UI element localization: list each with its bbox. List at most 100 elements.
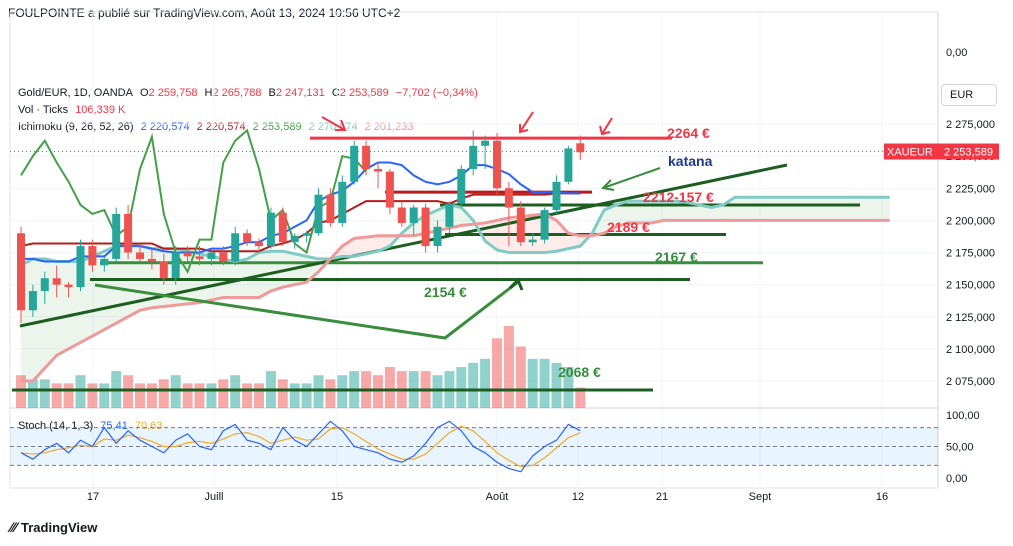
volume-bar (373, 375, 383, 408)
candle-body (195, 256, 204, 259)
chikou-span (20, 128, 367, 275)
candle-body (243, 233, 252, 243)
cloud-segment (68, 261, 81, 349)
tradingview-footer[interactable]: ⁄⁄⁄ TradingView (10, 519, 97, 535)
volume-bars (16, 326, 586, 408)
candle-body (219, 252, 228, 262)
cloud-segment (389, 233, 402, 247)
volume-bar (313, 375, 324, 408)
cloud-segment (854, 197, 866, 221)
cloud-segment (675, 201, 688, 221)
candle-body (576, 143, 585, 153)
candle-body (302, 233, 311, 236)
stoch-tick-label: 50,00 (946, 442, 974, 454)
cloud-segment (366, 235, 378, 254)
time-axis: 17 Juill 15 Août 12 21 Sept 16 (87, 491, 888, 503)
cloud-segment (592, 210, 605, 236)
candle-body (457, 168, 466, 204)
volume-bar (242, 383, 253, 408)
plot-border (9, 11, 939, 489)
label-2189: 2189 € (607, 219, 650, 235)
currency-selector[interactable]: EUR (941, 84, 997, 106)
ichimoku-cloud (21, 197, 890, 381)
volume-bar (289, 383, 300, 408)
candle-body (374, 168, 382, 172)
volume-bar (337, 375, 348, 408)
ichimoku-spana-value: 2 270,574 (308, 121, 358, 133)
candle-body (159, 261, 168, 279)
volume-bar (444, 371, 455, 408)
candle-body (147, 258, 156, 262)
high-value: 2 265,788 (212, 87, 262, 99)
volume-bar (135, 383, 145, 408)
cloud-segment (354, 237, 367, 257)
cloud-segment (175, 248, 188, 306)
time-tick-label: Juill (205, 491, 224, 503)
cloud-segment (782, 197, 795, 221)
cloud-segment (330, 246, 343, 259)
cloud-segment (830, 197, 843, 221)
cloud-segment (604, 204, 616, 234)
candles (17, 130, 585, 324)
cloud-segment (56, 261, 69, 356)
cloud-segment (80, 256, 93, 343)
cloud-segment (497, 217, 509, 253)
candle-body (481, 140, 490, 146)
cloud-segment (44, 258, 57, 369)
cloud-segment (865, 197, 878, 221)
stoch-d-value: 70,63 (134, 420, 163, 432)
candle-body (290, 235, 299, 243)
volume-bar (527, 358, 538, 408)
cloud-segment (401, 222, 414, 236)
cloud-segment (413, 215, 426, 236)
red-arrow-3 (599, 117, 613, 136)
candle-body (421, 207, 430, 247)
candle-body (28, 291, 37, 311)
close-label: C (331, 87, 340, 99)
cloud-segment (32, 258, 45, 381)
price-tick-label: 2 100,000 (946, 344, 995, 356)
cloud-segment (187, 251, 200, 304)
candle-body (266, 212, 275, 247)
stoch-k-value: 75,41 (100, 420, 128, 432)
symbol-legend: Gold/EUR, 1D, OANDA O2 259,758 H2 265,78… (18, 87, 482, 99)
publish-header: FOULPOINTE a publié sur TradingView.com,… (8, 6, 401, 20)
cloud-segment (616, 201, 628, 227)
cloud-segment (485, 220, 497, 250)
time-tick-label: 16 (876, 491, 888, 503)
candle-body (52, 278, 61, 285)
tenkan-sen (21, 161, 581, 263)
price-tick-label: 2 275,000 (946, 119, 995, 131)
label-2068: 2068 € (558, 364, 601, 380)
cloud-segment (294, 253, 307, 285)
volume-bar (468, 362, 479, 408)
label-2212: 2212-157 € (643, 189, 714, 205)
symbol-tag-bg (884, 143, 939, 160)
volume-bar (563, 367, 574, 408)
candle-body (433, 226, 442, 247)
volume-bar (206, 383, 217, 408)
cloud-segment (639, 201, 652, 223)
open-value: 2 259,758 (148, 87, 198, 99)
volume-bar (230, 375, 241, 408)
cloud-segment (568, 233, 581, 249)
volume-bar (158, 379, 169, 408)
cloud-segment (532, 213, 545, 253)
cloud-segment (627, 201, 640, 223)
low-label: B (268, 87, 276, 99)
candle-body (314, 194, 323, 234)
cloud-segment (580, 233, 593, 247)
cloud-segment (247, 252, 259, 298)
volume-bar (39, 379, 50, 408)
stoch-tick-label: 100,00 (946, 410, 980, 422)
time-tick-label: Août (486, 491, 509, 503)
volume-bar (123, 375, 134, 408)
volume-bar (420, 371, 431, 408)
volume-bar (27, 379, 38, 408)
katana-pointer-head (600, 179, 615, 191)
volume-bar (51, 383, 62, 408)
cloud-segment (711, 204, 724, 221)
volume-bar (539, 358, 550, 408)
candle-body (528, 239, 537, 243)
